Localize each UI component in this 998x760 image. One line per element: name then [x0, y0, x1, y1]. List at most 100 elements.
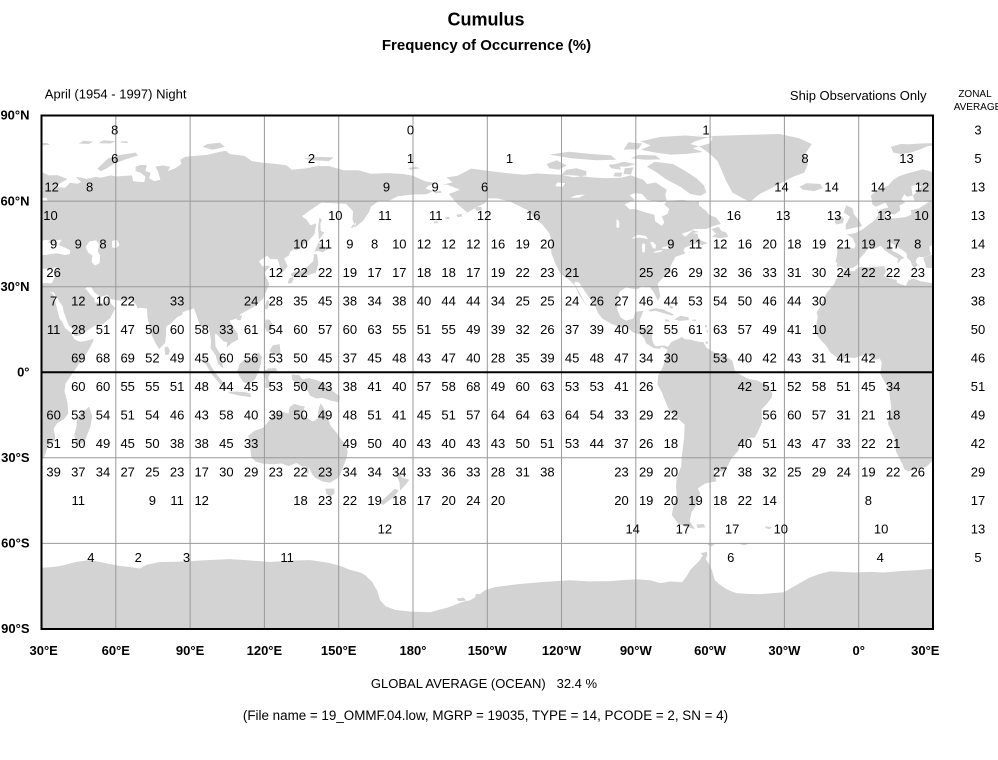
- svg-text:37: 37: [343, 351, 357, 366]
- svg-text:45: 45: [367, 351, 381, 366]
- svg-text:29: 29: [688, 265, 702, 280]
- svg-text:64: 64: [491, 408, 505, 423]
- svg-text:13: 13: [877, 208, 891, 223]
- svg-text:29: 29: [812, 465, 826, 480]
- svg-text:8: 8: [914, 236, 921, 251]
- svg-text:21: 21: [861, 408, 875, 423]
- svg-text:(File name = 19_OMMF.04.low, M: (File name = 19_OMMF.04.low, MGRP = 1903…: [243, 708, 728, 723]
- svg-text:22: 22: [886, 465, 900, 480]
- svg-text:33: 33: [762, 265, 776, 280]
- svg-text:43: 43: [318, 379, 332, 394]
- svg-text:37: 37: [614, 436, 628, 451]
- svg-text:9: 9: [383, 179, 390, 194]
- svg-text:11: 11: [280, 550, 294, 565]
- svg-text:11: 11: [318, 236, 332, 251]
- svg-text:18: 18: [787, 236, 801, 251]
- svg-text:12: 12: [378, 522, 392, 537]
- svg-text:22: 22: [343, 493, 357, 508]
- svg-text:33: 33: [614, 408, 628, 423]
- svg-text:14: 14: [625, 522, 639, 537]
- svg-text:32: 32: [515, 322, 529, 337]
- svg-text:10: 10: [774, 522, 788, 537]
- svg-text:53: 53: [713, 351, 727, 366]
- svg-text:12: 12: [194, 493, 208, 508]
- svg-text:31: 31: [787, 265, 801, 280]
- svg-text:43: 43: [466, 436, 480, 451]
- svg-text:48: 48: [590, 351, 604, 366]
- svg-text:30°W: 30°W: [768, 643, 801, 658]
- svg-text:11: 11: [378, 208, 392, 223]
- svg-text:25: 25: [639, 265, 653, 280]
- svg-text:150°W: 150°W: [468, 643, 508, 658]
- svg-text:9: 9: [50, 236, 57, 251]
- svg-text:50: 50: [515, 436, 529, 451]
- svg-text:14: 14: [971, 236, 985, 251]
- svg-text:GLOBAL AVERAGE (OCEAN) 32.4: GLOBAL AVERAGE (OCEAN) 32.4 %: [371, 676, 598, 691]
- svg-text:53: 53: [71, 408, 85, 423]
- svg-text:1: 1: [506, 151, 513, 166]
- svg-text:20: 20: [664, 465, 678, 480]
- svg-text:33: 33: [417, 465, 431, 480]
- svg-text:19: 19: [812, 236, 826, 251]
- svg-text:19: 19: [491, 265, 505, 280]
- svg-text:22: 22: [861, 436, 875, 451]
- svg-text:12: 12: [713, 236, 727, 251]
- svg-text:22: 22: [861, 265, 875, 280]
- svg-text:1: 1: [702, 122, 709, 137]
- svg-text:40: 40: [738, 436, 752, 451]
- svg-text:39: 39: [590, 322, 604, 337]
- svg-text:64: 64: [515, 408, 529, 423]
- svg-text:26: 26: [639, 436, 653, 451]
- svg-text:19: 19: [639, 493, 653, 508]
- svg-text:51: 51: [540, 436, 554, 451]
- svg-text:54: 54: [145, 408, 159, 423]
- svg-text:45: 45: [318, 293, 332, 308]
- svg-text:28: 28: [71, 322, 85, 337]
- svg-text:42: 42: [738, 379, 752, 394]
- svg-text:56: 56: [762, 408, 776, 423]
- svg-text:22: 22: [318, 265, 332, 280]
- svg-text:63: 63: [540, 379, 554, 394]
- svg-text:41: 41: [787, 322, 801, 337]
- svg-text:49: 49: [170, 351, 184, 366]
- svg-text:43: 43: [417, 351, 431, 366]
- svg-text:25: 25: [540, 293, 554, 308]
- svg-text:12: 12: [417, 236, 431, 251]
- svg-text:44: 44: [787, 293, 801, 308]
- svg-text:24: 24: [836, 465, 850, 480]
- svg-text:57: 57: [812, 408, 826, 423]
- svg-text:31: 31: [515, 465, 529, 480]
- svg-text:14: 14: [762, 493, 776, 508]
- svg-text:60: 60: [71, 379, 85, 394]
- svg-text:57: 57: [738, 322, 752, 337]
- svg-text:2: 2: [308, 151, 315, 166]
- svg-text:51: 51: [120, 408, 134, 423]
- svg-text:8: 8: [865, 493, 872, 508]
- svg-text:120°W: 120°W: [542, 643, 582, 658]
- svg-text:34: 34: [367, 465, 381, 480]
- svg-text:68: 68: [96, 351, 110, 366]
- svg-text:14: 14: [774, 179, 788, 194]
- svg-text:9: 9: [431, 179, 438, 194]
- svg-text:22: 22: [515, 265, 529, 280]
- svg-text:46: 46: [762, 293, 776, 308]
- svg-text:9: 9: [667, 236, 674, 251]
- svg-text:12: 12: [915, 179, 929, 194]
- svg-text:30: 30: [812, 293, 826, 308]
- svg-text:30°E: 30°E: [30, 643, 59, 658]
- svg-text:51: 51: [762, 379, 776, 394]
- svg-text:58: 58: [441, 379, 455, 394]
- svg-text:45: 45: [219, 436, 233, 451]
- svg-text:45: 45: [565, 351, 579, 366]
- svg-text:54: 54: [590, 408, 604, 423]
- svg-text:10: 10: [914, 208, 928, 223]
- svg-text:54: 54: [713, 293, 727, 308]
- svg-text:17: 17: [392, 265, 406, 280]
- svg-text:18: 18: [886, 408, 900, 423]
- svg-text:39: 39: [540, 351, 554, 366]
- svg-text:40: 40: [417, 293, 431, 308]
- svg-text:24: 24: [565, 293, 579, 308]
- svg-text:60: 60: [219, 351, 233, 366]
- svg-text:40: 40: [392, 379, 406, 394]
- svg-text:25: 25: [145, 465, 159, 480]
